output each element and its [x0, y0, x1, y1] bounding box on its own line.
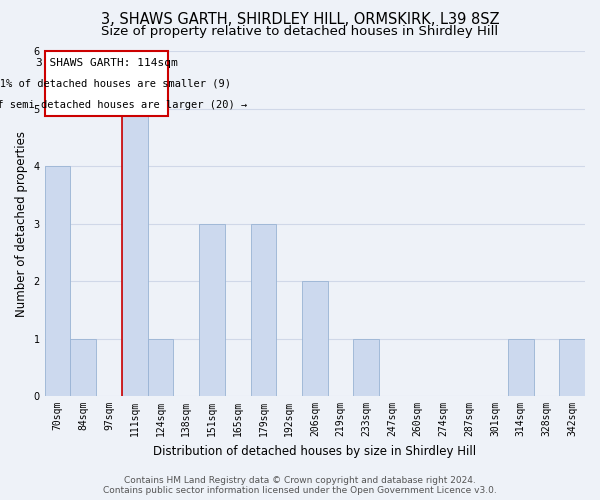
- Bar: [353, 338, 379, 396]
- X-axis label: Distribution of detached houses by size in Shirdley Hill: Distribution of detached houses by size …: [153, 444, 476, 458]
- FancyBboxPatch shape: [44, 52, 168, 116]
- Y-axis label: Number of detached properties: Number of detached properties: [15, 131, 28, 317]
- Bar: [508, 338, 533, 396]
- Bar: [122, 109, 148, 396]
- Text: 3, SHAWS GARTH, SHIRDLEY HILL, ORMSKIRK, L39 8SZ: 3, SHAWS GARTH, SHIRDLEY HILL, ORMSKIRK,…: [101, 12, 499, 28]
- Text: Size of property relative to detached houses in Shirdley Hill: Size of property relative to detached ho…: [101, 25, 499, 38]
- Text: 69% of semi-detached houses are larger (20) →: 69% of semi-detached houses are larger (…: [0, 100, 247, 110]
- Bar: [70, 338, 96, 396]
- Bar: [148, 338, 173, 396]
- Text: 3 SHAWS GARTH: 114sqm: 3 SHAWS GARTH: 114sqm: [35, 58, 177, 68]
- Bar: [199, 224, 225, 396]
- Bar: [302, 281, 328, 396]
- Bar: [44, 166, 70, 396]
- Text: ← 31% of detached houses are smaller (9): ← 31% of detached houses are smaller (9): [0, 79, 232, 89]
- Text: Contains HM Land Registry data © Crown copyright and database right 2024.
Contai: Contains HM Land Registry data © Crown c…: [103, 476, 497, 495]
- Bar: [251, 224, 276, 396]
- Bar: [559, 338, 585, 396]
